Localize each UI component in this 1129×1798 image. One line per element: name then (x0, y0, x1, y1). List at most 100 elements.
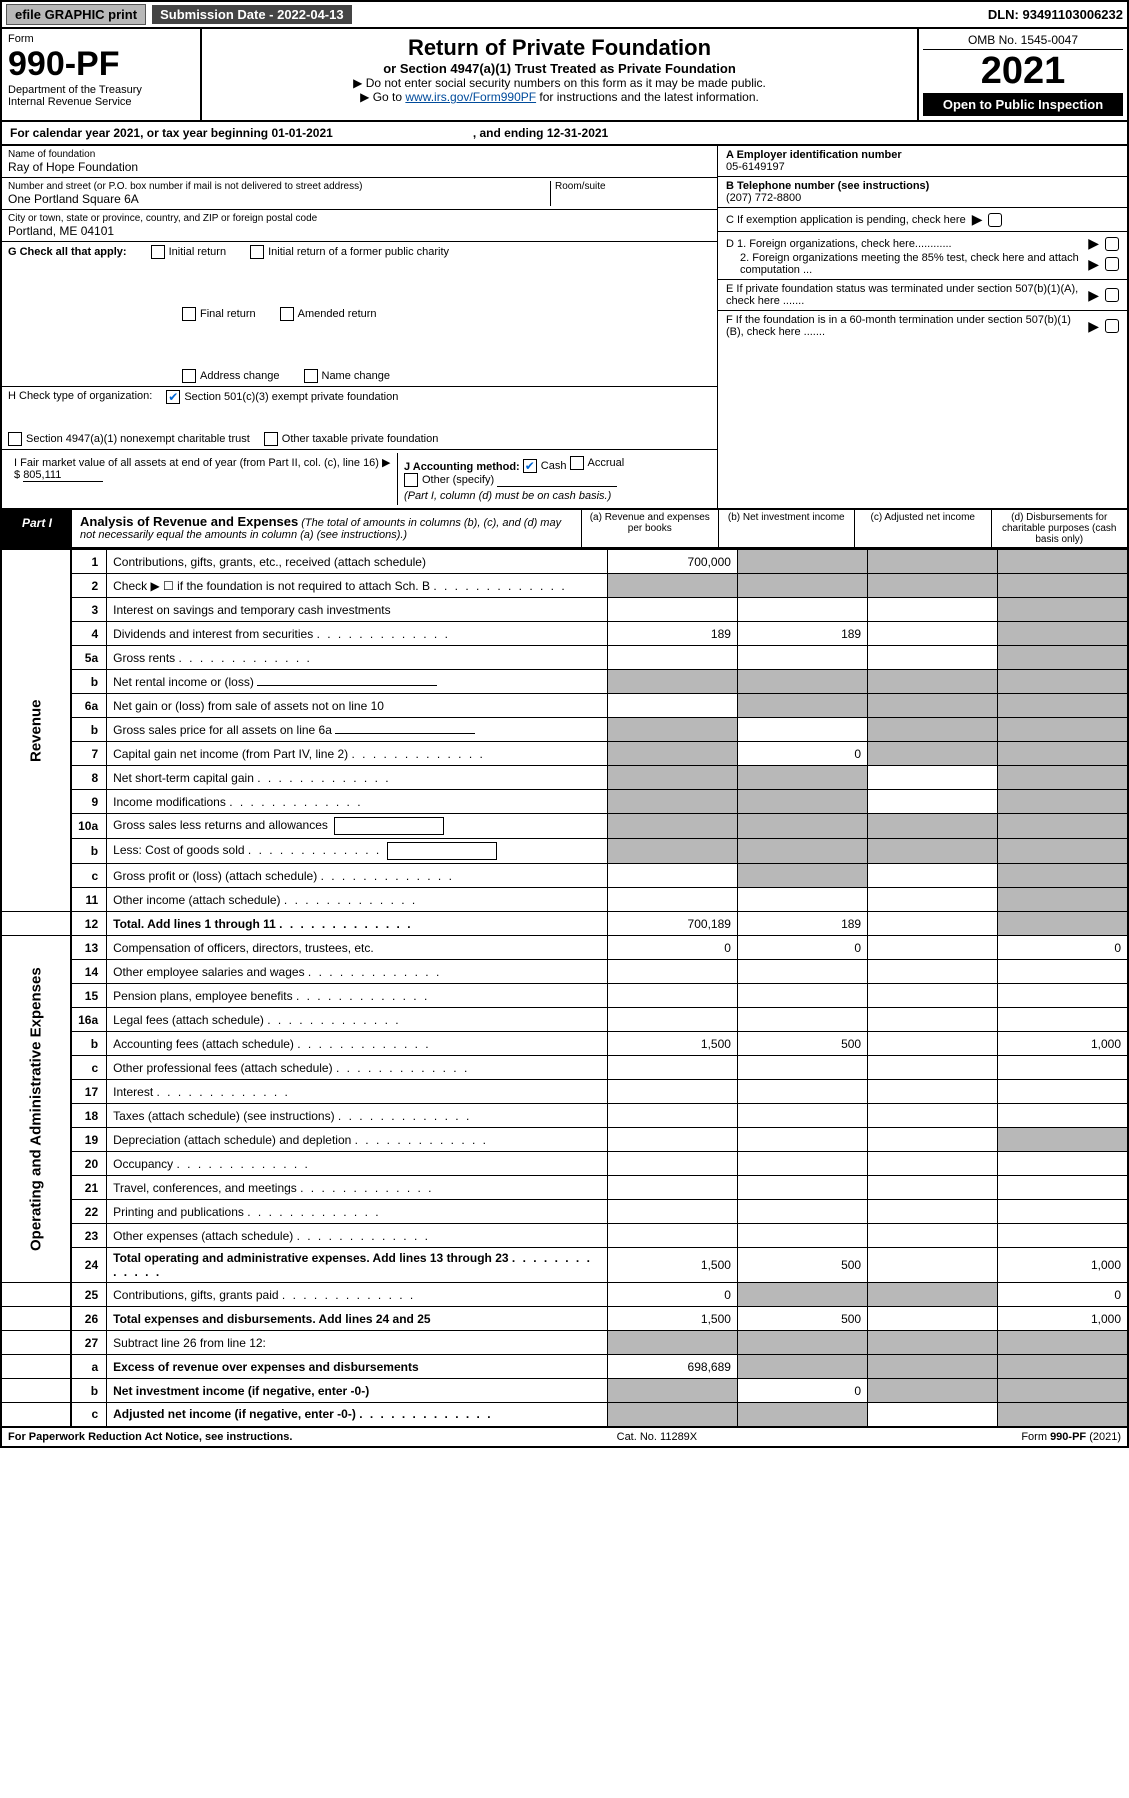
irs-label: Internal Revenue Service (8, 96, 194, 108)
part1-title: Analysis of Revenue and Expenses (80, 514, 298, 529)
amended-return-checkbox[interactable] (280, 307, 294, 321)
address-label: Number and street (or P.O. box number if… (8, 181, 550, 192)
line-24: Total operating and administrative expen… (107, 1248, 608, 1283)
line-27c: Adjusted net income (if negative, enter … (107, 1403, 608, 1427)
line-9: Income modifications (107, 790, 608, 814)
tax-year: 2021 (923, 50, 1123, 93)
line-4: Dividends and interest from securities (107, 622, 608, 646)
submission-date: Submission Date - 2022-04-13 (152, 5, 352, 24)
dept-treasury: Department of the Treasury (8, 84, 194, 96)
line-22: Printing and publications (107, 1200, 608, 1224)
line-6a: Net gain or (loss) from sale of assets n… (107, 694, 608, 718)
line-20: Occupancy (107, 1152, 608, 1176)
foundation-name: Ray of Hope Foundation (8, 160, 711, 174)
form990pf-link[interactable]: www.irs.gov/Form990PF (405, 90, 536, 104)
inst-line-2: ▶ Go to www.irs.gov/Form990PF for instru… (208, 90, 911, 104)
col-b-header: (b) Net investment income (719, 510, 856, 547)
part1-header: Part I Analysis of Revenue and Expenses … (0, 510, 1129, 549)
h3-checkbox[interactable] (264, 432, 278, 446)
other-method-checkbox[interactable] (404, 473, 418, 487)
line-19: Depreciation (attach schedule) and deple… (107, 1128, 608, 1152)
final-return-checkbox[interactable] (182, 307, 196, 321)
f-checkbox[interactable] (1105, 319, 1119, 333)
c-checkbox[interactable] (988, 213, 1002, 227)
line-23: Other expenses (attach schedule) (107, 1224, 608, 1248)
line-27: Subtract line 26 from line 12: (107, 1331, 608, 1355)
line-26: Total expenses and disbursements. Add li… (107, 1307, 608, 1331)
open-to-public: Open to Public Inspection (923, 93, 1123, 116)
line-25: Contributions, gifts, grants paid (107, 1283, 608, 1307)
line-5a: Gross rents (107, 646, 608, 670)
line-3: Interest on savings and temporary cash i… (107, 598, 608, 622)
line-27a: Excess of revenue over expenses and disb… (107, 1355, 608, 1379)
form-word: Form (8, 33, 194, 45)
identity-block: Name of foundation Ray of Hope Foundatio… (0, 146, 1129, 510)
initial-return-checkbox[interactable] (151, 245, 165, 259)
j-note: (Part I, column (d) must be on cash basi… (404, 490, 611, 502)
d1-checkbox[interactable] (1105, 237, 1119, 251)
col-c-header: (c) Adjusted net income (855, 510, 992, 547)
line-1: Contributions, gifts, grants, etc., rece… (107, 550, 608, 574)
g-label: G Check all that apply: (8, 246, 127, 258)
h2-checkbox[interactable] (8, 432, 22, 446)
line-7: Capital gain net income (from Part IV, l… (107, 742, 608, 766)
d2-checkbox[interactable] (1105, 257, 1119, 271)
j-label: J Accounting method: (404, 461, 520, 473)
h1-checkbox[interactable]: ✔ (166, 390, 180, 404)
address-change-checkbox[interactable] (182, 369, 196, 383)
paperwork-notice: For Paperwork Reduction Act Notice, see … (8, 1431, 292, 1443)
form-number: 990-PF (8, 45, 194, 84)
ein: 05-6149197 (726, 161, 785, 173)
line-8: Net short-term capital gain (107, 766, 608, 790)
form-title: Return of Private Foundation (208, 35, 911, 61)
line-12: Total. Add lines 1 through 11 (107, 912, 608, 936)
line-16a: Legal fees (attach schedule) (107, 1008, 608, 1032)
line-10a: Gross sales less returns and allowances (107, 814, 608, 839)
initial-return-former-checkbox[interactable] (250, 245, 264, 259)
b-label: B Telephone number (see instructions) (726, 180, 929, 192)
line-14: Other employee salaries and wages (107, 960, 608, 984)
line-2: Check ▶ ☐ if the foundation is not requi… (107, 574, 608, 598)
line-6b: Gross sales price for all assets on line… (107, 718, 608, 742)
part1-label: Part I (2, 510, 72, 547)
expenses-side-label: Operating and Administrative Expenses (1, 936, 71, 1283)
f-label: F If the foundation is in a 60-month ter… (726, 314, 1082, 338)
inst-line-1: ▶ Do not enter social security numbers o… (208, 76, 911, 90)
name-change-checkbox[interactable] (304, 369, 318, 383)
accrual-checkbox[interactable] (570, 456, 584, 470)
omb-number: OMB No. 1545-0047 (923, 33, 1123, 50)
form-subtitle: or Section 4947(a)(1) Trust Treated as P… (208, 61, 911, 76)
d2-label: 2. Foreign organizations meeting the 85%… (726, 252, 1082, 276)
line-17: Interest (107, 1080, 608, 1104)
line-21: Travel, conferences, and meetings (107, 1176, 608, 1200)
col-d-header: (d) Disbursements for charitable purpose… (992, 510, 1128, 547)
cash-checkbox[interactable]: ✔ (523, 459, 537, 473)
line-10c: Gross profit or (loss) (attach schedule) (107, 864, 608, 888)
calendar-year-row: For calendar year 2021, or tax year begi… (0, 122, 1129, 146)
line-13: Compensation of officers, directors, tru… (107, 936, 608, 960)
line-10b: Less: Cost of goods sold (107, 839, 608, 864)
h-label: H Check type of organization: (8, 390, 152, 404)
address: One Portland Square 6A (8, 192, 550, 206)
topbar: efile GRAPHIC print Submission Date - 20… (0, 0, 1129, 29)
dln: DLN: 93491103006232 (988, 7, 1123, 22)
line-16b: Accounting fees (attach schedule) (107, 1032, 608, 1056)
i-value: 805,111 (23, 469, 103, 482)
efile-print-button[interactable]: efile GRAPHIC print (6, 4, 146, 25)
e-label: E If private foundation status was termi… (726, 283, 1082, 307)
line-27b: Net investment income (if negative, ente… (107, 1379, 608, 1403)
form-footer-id: Form 990-PF (2021) (1021, 1431, 1121, 1443)
i-label: I Fair market value of all assets at end… (14, 457, 379, 469)
e-checkbox[interactable] (1105, 288, 1119, 302)
form-header: Form 990-PF Department of the Treasury I… (0, 29, 1129, 122)
line-11: Other income (attach schedule) (107, 888, 608, 912)
revenue-side-label: Revenue (1, 550, 71, 912)
c-label: C If exemption application is pending, c… (726, 214, 966, 226)
telephone: (207) 772-8800 (726, 192, 801, 204)
line-15: Pension plans, employee benefits (107, 984, 608, 1008)
name-label: Name of foundation (8, 149, 711, 160)
cat-number: Cat. No. 11289X (617, 1431, 698, 1443)
part1-table: Revenue 1 Contributions, gifts, grants, … (0, 549, 1129, 1428)
line-5b: Net rental income or (loss) (107, 670, 608, 694)
page-footer: For Paperwork Reduction Act Notice, see … (0, 1428, 1129, 1448)
